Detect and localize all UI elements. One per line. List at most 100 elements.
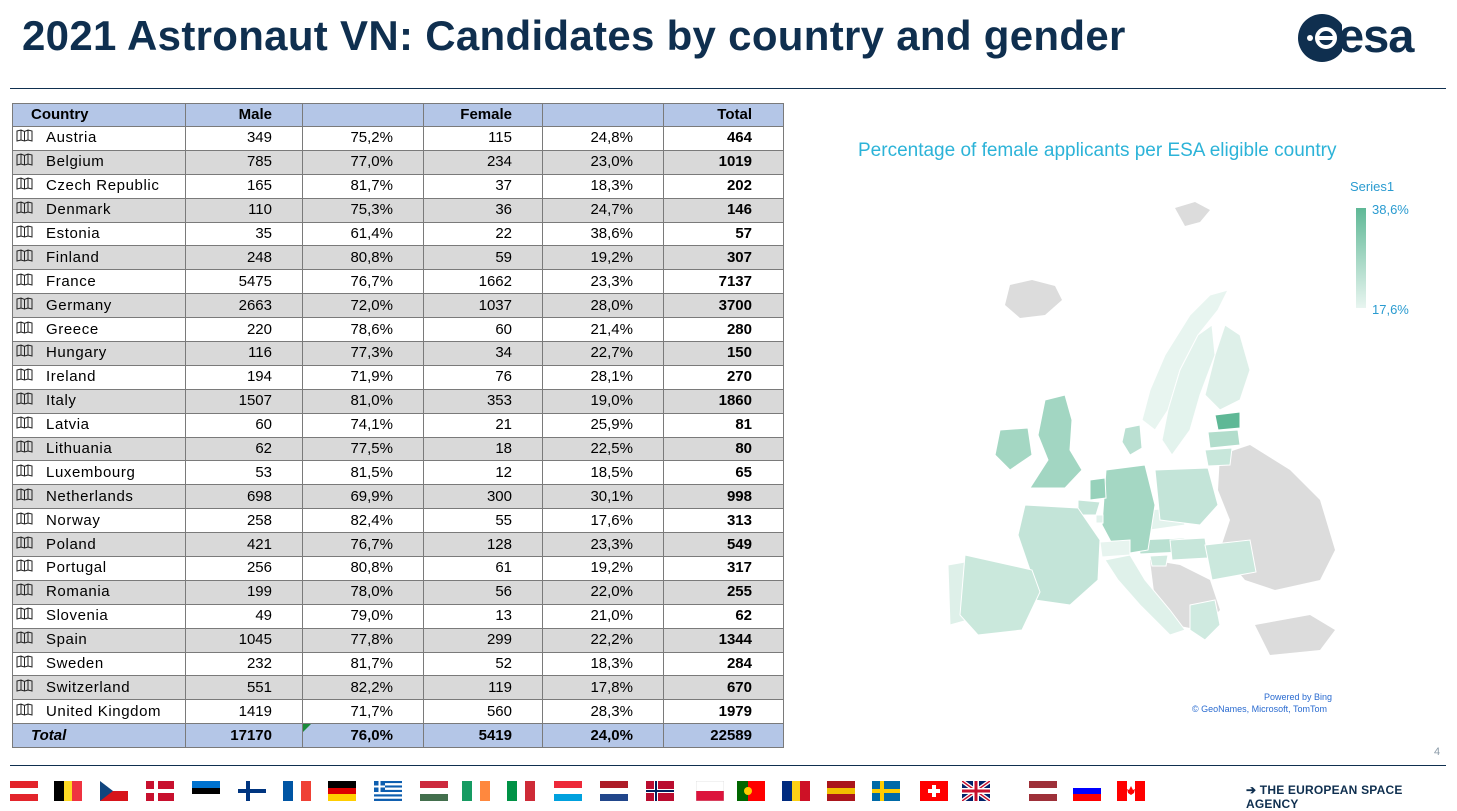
map-book-icon — [16, 319, 34, 341]
table-row: Sweden 232 81,7% 52 18,3% 284 — [12, 651, 784, 677]
map-book-icon — [16, 295, 34, 317]
table-row: Czech Republic 165 81,7% 37 18,3% 202 — [12, 173, 784, 199]
map-region-denmark[interactable] — [1121, 424, 1143, 456]
flag-canada-icon — [1117, 781, 1145, 801]
map-region-switzerland[interactable] — [1099, 539, 1131, 558]
table-row: Latvia 60 74,1% 21 25,9% 81 — [12, 412, 784, 438]
legend-max-label: 38,6% — [1372, 202, 1409, 217]
country-cell: Estonia — [12, 221, 186, 247]
map-book-icon — [16, 247, 34, 269]
male-cell: 2663 — [185, 293, 303, 319]
agency-name-text: THE EUROPEAN SPACE AGENCY — [1246, 783, 1403, 811]
map-region-sweden[interactable] — [1161, 324, 1216, 456]
map-region-united-kingdom[interactable] — [1029, 394, 1083, 489]
female-cell: 37 — [423, 173, 543, 199]
total-cell: 255 — [663, 579, 784, 605]
table-row: Belgium 785 77,0% 234 23,0% 1019 — [12, 149, 784, 175]
total-total: 22589 — [663, 723, 784, 749]
total-cell: 7137 — [663, 269, 784, 295]
table-row: United Kingdom 1419 71,7% 560 28,3% 1979 — [12, 699, 784, 725]
map-region-italy[interactable] — [1104, 554, 1186, 636]
flag-greece-icon — [374, 781, 402, 801]
map-region-germany[interactable] — [1101, 464, 1156, 556]
total-cell: 464 — [663, 126, 784, 151]
female-pct-cell: 19,2% — [542, 556, 664, 581]
map-book-icon — [16, 629, 34, 651]
map-region-luxembourg[interactable] — [1095, 514, 1104, 524]
map-book-icon — [16, 557, 34, 579]
map-book-icon — [16, 366, 34, 388]
male-pct-cell: 77,3% — [302, 341, 424, 366]
country-cell: Ireland — [12, 364, 186, 390]
map-region-lithuania[interactable] — [1204, 447, 1233, 467]
table-row: Spain 1045 77,8% 299 22,2% 1344 — [12, 627, 784, 653]
female-pct-cell: 18,5% — [542, 460, 664, 486]
male-cell: 258 — [185, 508, 303, 534]
female-cell: 18 — [423, 436, 543, 462]
country-name: Latvia — [46, 416, 90, 434]
male-pct-cell: 78,6% — [302, 317, 424, 343]
europe-choropleth-map[interactable] — [800, 110, 1440, 730]
total-cell: 280 — [663, 317, 784, 343]
map-book-icon — [16, 127, 34, 149]
map-region-latvia[interactable] — [1207, 429, 1241, 449]
map-book-icon — [16, 390, 34, 412]
flag-estonia-icon — [192, 781, 220, 801]
map-region-poland[interactable] — [1154, 467, 1219, 526]
female-pct-cell: 22,2% — [542, 627, 664, 653]
female-cell: 52 — [423, 651, 543, 677]
country-cell: Spain — [12, 627, 186, 653]
map-book-icon — [16, 677, 34, 699]
flag-sweden-icon — [872, 781, 900, 801]
female-cell: 36 — [423, 197, 543, 223]
esa-logo: esa — [1296, 8, 1446, 64]
table-row: Estonia 35 61,4% 22 38,6% 57 — [12, 221, 784, 247]
country-cell: Romania — [12, 579, 186, 605]
total-cell: 998 — [663, 484, 784, 510]
map-region-netherlands[interactable] — [1089, 477, 1107, 501]
table-header-row: Country Male Female Total — [12, 103, 784, 127]
map-region-ireland[interactable] — [994, 427, 1033, 471]
country-name: France — [46, 272, 97, 290]
country-name: Ireland — [46, 368, 97, 386]
flag-switzerland-icon — [920, 781, 948, 801]
map-book-icon — [16, 534, 34, 556]
table-total-row: Total 17170 76,0% 5419 24,0% 22589 — [12, 723, 784, 749]
map-attribution-bing: Powered by Bing — [1264, 692, 1333, 702]
col-header-male: Male — [185, 103, 303, 127]
country-name: Luxembourg — [46, 463, 136, 481]
male-pct-cell: 82,4% — [302, 508, 424, 534]
map-country-regions — [947, 289, 1257, 641]
country-cell: Latvia — [12, 412, 186, 438]
map-region-greece[interactable] — [1189, 599, 1221, 641]
male-cell: 232 — [185, 651, 303, 677]
map-region-hungary[interactable] — [1169, 537, 1209, 561]
flag-luxembourg-icon — [554, 781, 582, 801]
male-pct-cell: 77,0% — [302, 149, 424, 175]
map-region-spain[interactable] — [959, 554, 1041, 636]
male-cell: 35 — [185, 221, 303, 247]
female-cell: 560 — [423, 699, 543, 725]
female-cell: 55 — [423, 508, 543, 534]
map-region-france[interactable] — [1017, 504, 1101, 606]
female-pct-cell: 19,0% — [542, 388, 664, 414]
female-pct-cell: 17,8% — [542, 675, 664, 701]
male-pct-cell: 75,2% — [302, 126, 424, 151]
map-region-slovenia[interactable] — [1149, 554, 1169, 567]
female-pct-cell: 30,1% — [542, 484, 664, 510]
male-cell: 116 — [185, 341, 303, 366]
col-header-total: Total — [663, 103, 784, 127]
total-cell: 146 — [663, 197, 784, 223]
total-label: Total — [31, 726, 67, 744]
male-cell: 785 — [185, 149, 303, 175]
table-row: Hungary 116 77,3% 34 22,7% 150 — [12, 341, 784, 366]
map-region-romania[interactable] — [1204, 539, 1257, 581]
map-region-finland[interactable] — [1204, 324, 1251, 411]
male-pct-cell: 72,0% — [302, 293, 424, 319]
flag-poland-icon — [695, 780, 725, 802]
total-cell: 270 — [663, 364, 784, 390]
map-region-estonia[interactable] — [1214, 411, 1241, 431]
flag-spain-icon — [827, 781, 855, 801]
country-name: Greece — [46, 320, 99, 338]
flag-ireland-icon — [462, 781, 490, 801]
